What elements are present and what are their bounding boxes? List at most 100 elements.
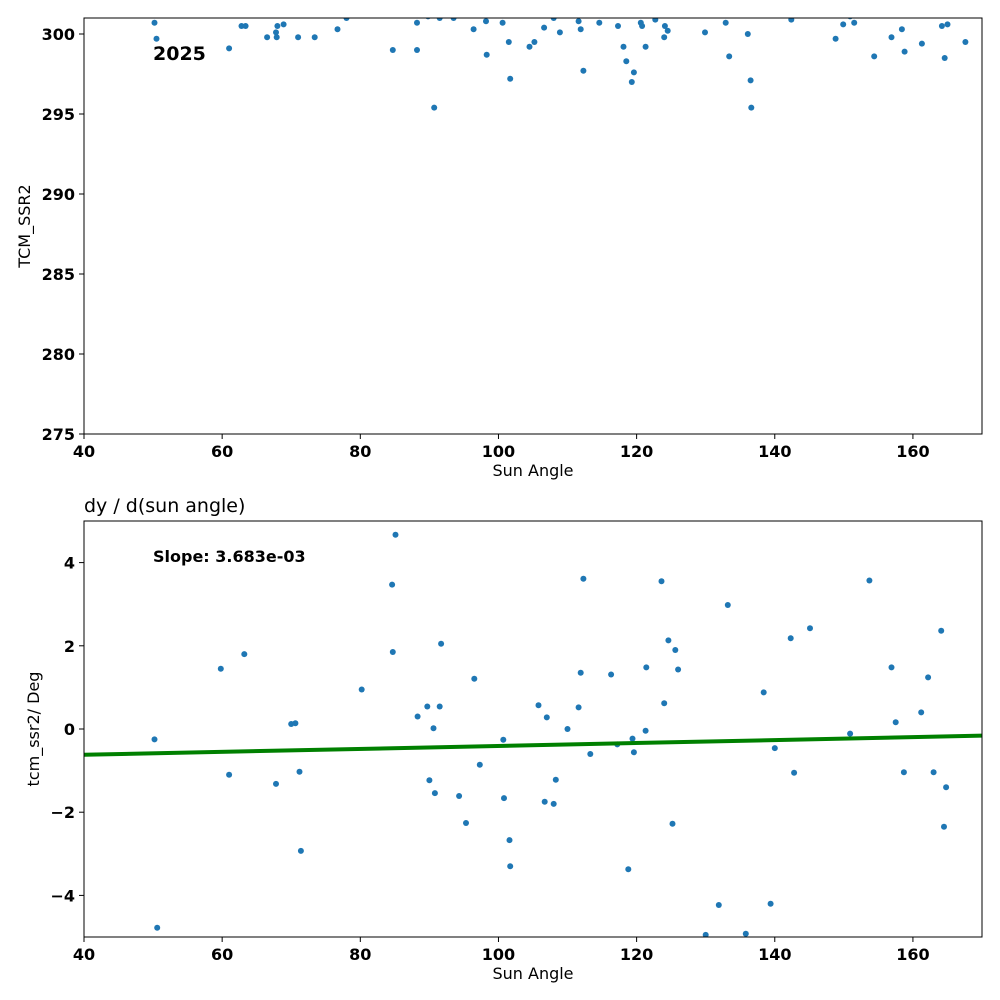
scatter-point (615, 23, 621, 29)
scatter-point (944, 21, 951, 28)
scatter-point (888, 34, 895, 41)
bottom-x-axis-ticks: 40 60 80 100 120 140 160 (73, 937, 930, 964)
scatter-point (664, 27, 671, 34)
scatter-point (151, 736, 158, 743)
scatter-point (501, 795, 507, 802)
x-tick-label: 160 (896, 945, 929, 964)
scatter-point (851, 19, 858, 26)
y-tick-label: 2 (64, 637, 75, 656)
scatter-point (311, 34, 318, 41)
scatter-point (871, 53, 878, 60)
scatter-point (358, 686, 365, 693)
scatter-point (414, 713, 421, 720)
scatter-point (507, 863, 514, 870)
y-tick-label: 280 (42, 345, 75, 364)
scatter-point (273, 29, 279, 36)
bottom-y-axis-ticks: −4 −2 0 2 4 (50, 554, 84, 905)
scatter-point (264, 34, 271, 41)
scatter-point (505, 39, 512, 45)
scatter-point (274, 23, 281, 29)
x-tick-label: 40 (73, 945, 95, 964)
scatter-point (389, 47, 396, 53)
scatter-point (295, 34, 302, 41)
scatter-point (392, 531, 399, 538)
x-tick-label: 80 (349, 945, 371, 964)
x-tick-label: 60 (211, 945, 233, 964)
bottom-chart-title: dy / d(sun angle) (84, 495, 245, 517)
scatter-point (943, 784, 950, 791)
x-tick-label: 100 (482, 442, 515, 461)
scatter-point (675, 666, 682, 673)
scatter-point (334, 26, 341, 33)
scatter-point (918, 709, 925, 716)
scatter-point (430, 725, 437, 732)
scatter-point (832, 35, 839, 42)
top-plot-frame (83, 17, 983, 435)
scatter-point (639, 23, 646, 29)
scatter-point (930, 769, 937, 776)
scatter-point (526, 43, 533, 50)
scatter-point (273, 780, 279, 787)
x-tick-label: 120 (620, 442, 653, 461)
y-tick-label: 285 (42, 265, 75, 284)
scatter-point (552, 776, 559, 783)
scatter-point (892, 719, 899, 726)
scatter-point (722, 19, 729, 26)
scatter-point (898, 26, 905, 33)
scatter-point (787, 635, 794, 642)
scatter-point (414, 19, 420, 26)
scatter-point (470, 26, 477, 33)
scatter-point (577, 26, 584, 33)
scatter-point (241, 651, 248, 658)
scatter-point (742, 930, 749, 937)
scatter-point (807, 625, 813, 632)
scatter-point (900, 769, 907, 776)
bottom-x-axis-label: Sun Angle (492, 964, 573, 983)
scatter-point (426, 777, 433, 784)
scatter-point (507, 75, 514, 82)
top-scatter-points (151, 17, 969, 111)
scatter-point (587, 751, 594, 757)
scatter-point (630, 749, 637, 756)
scatter-point (297, 847, 304, 854)
scatter-point (541, 798, 548, 805)
scatter-point (153, 35, 160, 42)
scatter-point (431, 104, 438, 111)
top-y-axis-ticks: 275 280 285 290 295 300 (42, 25, 84, 444)
scatter-point (623, 58, 630, 65)
scatter-point (436, 703, 443, 710)
scatter-point (217, 665, 224, 672)
scatter-point (652, 17, 659, 23)
scatter-point (672, 647, 679, 653)
scatter-point (661, 700, 668, 707)
scatter-point (471, 675, 478, 682)
scatter-point (580, 67, 587, 74)
scatter-point (767, 900, 774, 907)
scatter-point (715, 902, 722, 908)
scatter-point (499, 19, 506, 26)
x-tick-label: 60 (211, 442, 233, 461)
scatter-point (296, 768, 303, 775)
scatter-point (702, 29, 708, 36)
scatter-point (643, 664, 650, 671)
scatter-point (847, 730, 854, 737)
scatter-point (925, 674, 932, 681)
scatter-point (760, 689, 767, 696)
scatter-point (938, 23, 945, 29)
scatter-point (535, 702, 542, 709)
x-tick-label: 100 (482, 945, 515, 964)
scatter-point (483, 51, 490, 58)
y-tick-label: 295 (42, 105, 75, 124)
scatter-point (273, 34, 280, 41)
bottom-slope-annotation: Slope: 3.683e-03 (153, 547, 306, 566)
bottom-scatter-panel: dy / d(sun angle) 40 60 80 100 120 140 160 −4−… (24, 495, 983, 983)
scatter-point (661, 34, 668, 41)
scatter-point (788, 17, 795, 23)
scatter-point (431, 790, 438, 797)
scatter-point (941, 823, 947, 830)
scatter-point (414, 47, 420, 53)
scatter-point (941, 55, 948, 61)
scatter-point (888, 664, 895, 671)
scatter-point (625, 866, 632, 873)
top-y-axis-label: TCM_SSR2 (15, 184, 35, 268)
